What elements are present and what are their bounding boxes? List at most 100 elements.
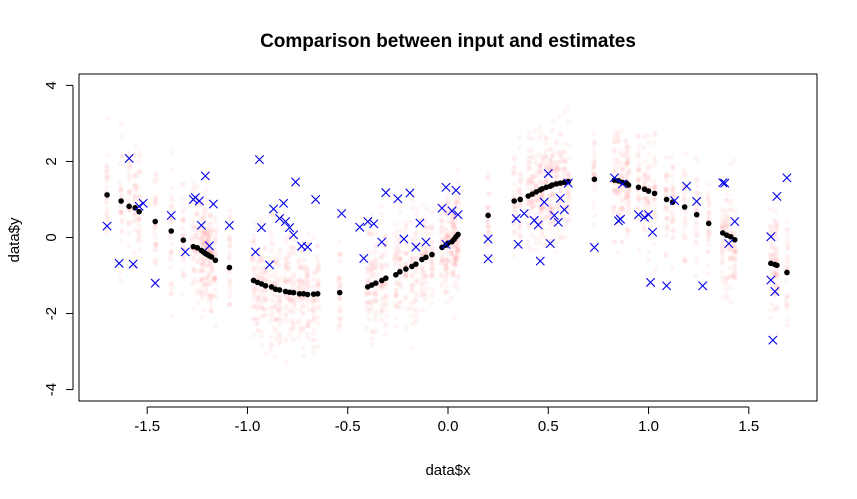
sample-point [118, 238, 124, 244]
sample-point [553, 171, 560, 178]
estimate-point [591, 176, 598, 183]
sample-point [181, 271, 187, 277]
sample-point [547, 167, 554, 173]
sample-point [445, 199, 451, 205]
sample-point [397, 264, 404, 270]
sample-point [557, 200, 563, 206]
sample-point [663, 173, 669, 179]
sample-point [429, 209, 435, 216]
sample-point [537, 178, 543, 185]
sample-point [202, 206, 208, 212]
sample-point [784, 253, 790, 259]
sample-point [540, 205, 546, 212]
sample-point [205, 243, 211, 249]
sample-point [706, 210, 712, 216]
sample-point [626, 193, 632, 199]
sample-point [297, 325, 303, 331]
sample-point [379, 211, 385, 217]
sample-point [258, 342, 264, 348]
sample-point [276, 316, 282, 322]
sample-point [397, 300, 403, 306]
sample-point [168, 291, 174, 297]
sample-point [547, 207, 553, 213]
sample-point [525, 180, 532, 186]
sample-point [258, 293, 264, 299]
sample-point [259, 288, 265, 294]
sample-point [537, 163, 543, 169]
input-point [303, 242, 313, 252]
sample-point [370, 265, 376, 272]
sample-point [455, 273, 461, 279]
sample-point [512, 188, 518, 195]
sample-point [194, 268, 201, 274]
sample-point [397, 256, 403, 262]
sample-point [195, 237, 201, 243]
sample-point [203, 234, 209, 240]
sample-point [773, 224, 779, 230]
sample-point [409, 282, 415, 288]
sample-point [561, 183, 567, 190]
sample-point [455, 246, 461, 252]
input-point [268, 204, 279, 214]
estimate-point [705, 220, 712, 227]
sample-point [153, 199, 159, 205]
estimate-point [262, 282, 269, 289]
sample-point [169, 203, 175, 209]
sample-point [669, 173, 675, 179]
sample-point [191, 254, 197, 260]
sample-point [202, 207, 208, 213]
sample-point [611, 148, 617, 154]
sample-point [611, 169, 617, 175]
sample-point [119, 134, 125, 140]
sample-point [669, 209, 675, 215]
sample-point [543, 155, 549, 161]
estimate-point [393, 271, 399, 278]
sample-point [452, 215, 459, 221]
sample-point [227, 288, 233, 294]
sample-point [530, 198, 536, 204]
sample-point [384, 263, 390, 269]
sample-point [409, 259, 415, 265]
sample-point [250, 266, 256, 272]
sample-point [227, 250, 233, 257]
sample-point [635, 152, 641, 159]
sample-point [423, 273, 429, 279]
sample-point [423, 223, 429, 229]
input-point [290, 177, 301, 187]
sample-point [268, 346, 274, 353]
sample-point [287, 327, 294, 333]
sample-point [207, 212, 213, 218]
sample-point [365, 309, 371, 315]
sample-point [707, 200, 713, 206]
sample-point [511, 154, 517, 160]
sample-point [532, 202, 539, 208]
sample-point [393, 262, 399, 268]
sample-point [403, 251, 409, 257]
sample-point [254, 321, 260, 327]
sample-point [547, 203, 553, 209]
sample-point [428, 259, 434, 265]
sample-point [449, 214, 456, 220]
sample-point [454, 255, 460, 261]
sample-point [442, 207, 448, 213]
input-point [670, 196, 680, 206]
sample-point [198, 277, 204, 283]
sample-point [180, 208, 186, 215]
sample-point [297, 330, 303, 336]
input-point [589, 242, 599, 252]
sample-point [409, 198, 415, 204]
sample-point [557, 131, 563, 137]
y-tick-label: 2 [43, 157, 60, 165]
sample-point [557, 113, 563, 119]
input-point [194, 196, 204, 206]
sample-point [380, 298, 386, 304]
sample-point [383, 262, 389, 268]
sample-point [414, 306, 420, 312]
sample-point [683, 210, 689, 216]
sample-point [616, 164, 622, 170]
sample-point [723, 212, 729, 219]
sample-point [259, 306, 265, 312]
sample-point [212, 252, 218, 258]
sample-point [610, 147, 617, 153]
sample-point [199, 261, 205, 267]
